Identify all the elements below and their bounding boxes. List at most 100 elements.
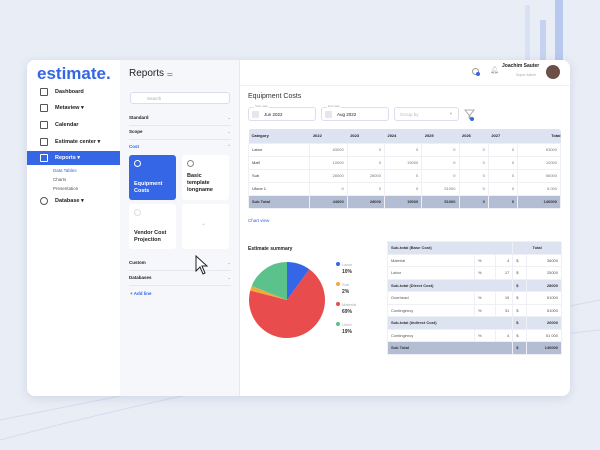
field-label: End date <box>327 104 342 108</box>
column-header: 2026 <box>459 129 489 143</box>
legend-item: Material 69% <box>336 302 356 315</box>
card-label: Basic template longname <box>187 173 213 194</box>
grid-icon <box>40 104 48 112</box>
report-title: Equipment Costs <box>248 93 302 100</box>
legend-dot-icon <box>336 302 340 306</box>
summary-row: Overhead% 19 $51000 <box>386 291 562 305</box>
section-databases[interactable]: Databases ⌄ <box>129 275 231 286</box>
nav-label: Calendar <box>55 122 79 128</box>
table-cell: 0 <box>309 181 348 196</box>
section-standard[interactable]: Standard ⌄ <box>129 115 231 126</box>
card-label: Vendor Cost Projection <box>134 230 167 244</box>
nav-presentation[interactable]: Presentation <box>53 186 79 191</box>
card-equipment-costs[interactable]: Equipment Costs <box>129 155 176 200</box>
summary-title: Estimate summary <box>248 246 293 252</box>
cost-table: Category 2022 2023 2024 2025 2026 2027 Total Lab… <box>248 129 561 209</box>
section-label: Scope <box>129 129 143 134</box>
summary-cell: % <box>474 291 496 305</box>
table-cell: 5.000 <box>517 181 561 196</box>
chart-icon <box>134 209 141 216</box>
summary-cell: 31 <box>494 303 514 317</box>
summary-header-total: Total <box>512 241 562 255</box>
nav-data-tables[interactable]: Data Tables <box>53 168 77 173</box>
section-cost[interactable]: Cost ⌃ <box>129 144 231 154</box>
summary-cell: Overhead <box>386 291 476 305</box>
table-cell: 28000 <box>346 168 385 183</box>
summary-cell: 26000 <box>526 316 562 330</box>
logo: estimate. <box>37 64 111 83</box>
table-cell: 0 <box>346 142 385 157</box>
table-cell: 0 <box>458 142 489 157</box>
nav-label: Reports ▾ <box>55 155 81 161</box>
pie-slice-unrel <box>251 262 287 300</box>
table-cell: 63000 <box>309 142 348 157</box>
pie-slice-labor <box>287 262 310 300</box>
summary-header-row: Sub-total (Base Cost) Total <box>386 241 562 255</box>
filter-icon[interactable] <box>464 109 475 122</box>
chevron-down-icon: ⌄ <box>227 129 231 134</box>
page-title: Reports ⚌ <box>129 68 173 79</box>
summary-cell: % <box>474 266 496 280</box>
nav-estimate-center[interactable]: Estimate center ▾ <box>27 135 120 149</box>
calendar-icon <box>40 121 48 129</box>
summary-cell: $ <box>512 328 528 342</box>
nav-reports[interactable]: Reports ▾ <box>27 151 120 165</box>
legend-dot-icon <box>336 322 340 326</box>
field-label: Start date <box>254 104 270 108</box>
table-row: Sub 28000 28000 0 0 0 0 56000 <box>248 168 561 183</box>
table-row: Ufone 1 0 0 0 51000 0 0 5.000 <box>248 181 561 196</box>
database-icon <box>40 197 48 205</box>
summary-cell: $ <box>512 266 528 280</box>
avatar[interactable] <box>546 65 560 79</box>
table-cell: 51000 <box>421 194 460 209</box>
nav-calendar[interactable]: Calendar <box>27 118 120 132</box>
nav-database[interactable]: Database ▾ <box>27 194 120 208</box>
column-header: 2027 <box>488 129 518 143</box>
section-scope[interactable]: Scope ⌄ <box>129 129 231 140</box>
summary-cell: $ <box>512 316 528 330</box>
summary-cell: Contingency <box>386 303 476 317</box>
table-cell: 0 <box>458 181 489 196</box>
section-custom[interactable]: Custom ⌄ <box>129 260 231 271</box>
summary-cell: 25000 <box>526 266 562 280</box>
nav-metaview[interactable]: Metaview ▾ <box>27 101 120 115</box>
column-header: 2024 <box>384 129 422 143</box>
end-date-field[interactable]: End date Aug 2022 <box>321 104 389 121</box>
search-input[interactable]: Search <box>130 92 230 104</box>
nav-charts[interactable]: Charts <box>53 177 67 182</box>
table-cell: 0 <box>487 168 519 183</box>
chart-view-link[interactable]: Chart view <box>248 218 270 223</box>
chevron-down-icon: ⌄ <box>227 115 231 120</box>
start-date-field[interactable]: Start date Jun 2022 <box>248 104 316 121</box>
table-cell: 10000 <box>517 155 561 170</box>
section-label: Databases <box>129 275 152 280</box>
summary-cell: $ <box>512 341 528 355</box>
user-name: Joachim Sauter <box>502 63 540 69</box>
chat-icon[interactable] <box>472 68 480 76</box>
column-header: 2022 <box>309 129 348 143</box>
legend-value: 10% <box>342 269 353 275</box>
group-by-select[interactable]: Group by ▾ <box>394 107 459 121</box>
add-line-button[interactable]: + Add line <box>130 291 152 296</box>
summary-header: Sub-total (Base Cost) <box>386 241 514 255</box>
summary-subtotal-row: Sub-total (Indirect Cost) $26000 <box>386 316 562 330</box>
table-cell: 0 <box>421 155 460 170</box>
summary-cell: % <box>474 303 496 317</box>
card-basic-template[interactable]: Basic template longname <box>182 155 229 200</box>
summary-cell: Material <box>386 253 476 267</box>
summary-row: Contingency% 31 $51000 <box>386 303 562 317</box>
nav-dashboard[interactable]: Dashboard <box>27 85 120 99</box>
main-content: 🔔︎ Joachim Sauter Super Admin Equipment … <box>240 60 570 396</box>
card-vendor-cost[interactable]: Vendor Cost Projection <box>129 204 176 249</box>
summary-cell: 4 <box>494 253 514 267</box>
legend-value: 19% <box>342 329 353 335</box>
bell-icon[interactable]: 🔔︎ <box>490 67 499 74</box>
add-card-button[interactable]: + <box>182 204 229 249</box>
table-cell: 10000 <box>309 155 348 170</box>
table-cell: 140000 <box>517 194 561 209</box>
legend-label: Labor <box>342 262 353 267</box>
column-header: 2023 <box>347 129 385 143</box>
legend-item: Sub 2% <box>336 282 349 295</box>
settings-sliders-icon[interactable]: ⚌ <box>166 71 174 78</box>
summary-cell: $ <box>512 253 528 267</box>
